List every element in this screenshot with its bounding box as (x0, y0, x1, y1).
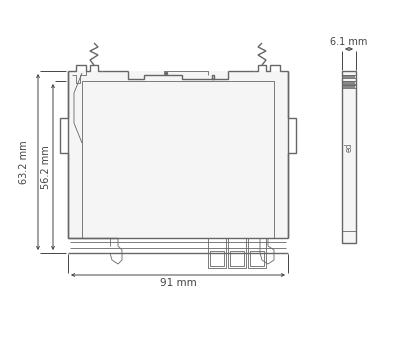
Text: ed: ed (344, 142, 354, 152)
Polygon shape (342, 71, 356, 243)
Polygon shape (68, 71, 288, 238)
Polygon shape (343, 75, 355, 78)
Text: 63.2 mm: 63.2 mm (19, 140, 29, 184)
Text: 56.2 mm: 56.2 mm (41, 145, 51, 189)
Polygon shape (343, 81, 355, 84)
Polygon shape (343, 85, 355, 88)
Text: 91 mm: 91 mm (160, 278, 196, 288)
Text: 6.1 mm: 6.1 mm (330, 37, 368, 47)
